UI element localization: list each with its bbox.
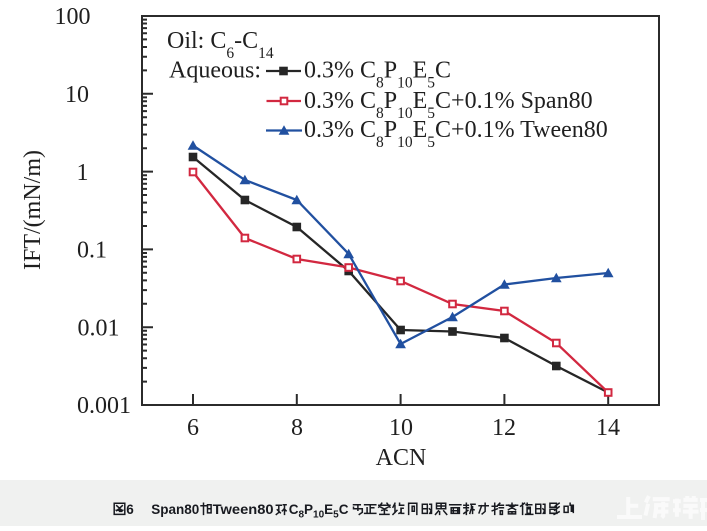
svg-text:1: 1 <box>77 160 89 186</box>
svg-text:Aqueous:: Aqueous: <box>169 58 261 84</box>
svg-text:IFT/(mN/m): IFT/(mN/m) <box>20 150 46 270</box>
svg-text:8: 8 <box>291 415 303 441</box>
svg-text:Span80: Span80 <box>151 502 199 517</box>
svg-text:0.001: 0.001 <box>77 393 131 419</box>
svg-text:Tween80: Tween80 <box>213 502 274 517</box>
svg-text:0.01: 0.01 <box>78 315 120 341</box>
svg-text:0.1: 0.1 <box>77 238 107 264</box>
svg-text:6: 6 <box>187 415 199 441</box>
svg-text:10: 10 <box>389 415 413 441</box>
svg-text:ACN: ACN <box>376 445 427 471</box>
svg-text:14: 14 <box>596 415 620 441</box>
svg-text:6: 6 <box>126 502 134 517</box>
svg-text:12: 12 <box>492 415 516 441</box>
svg-text:10: 10 <box>65 82 89 108</box>
svg-text:100: 100 <box>55 4 91 30</box>
